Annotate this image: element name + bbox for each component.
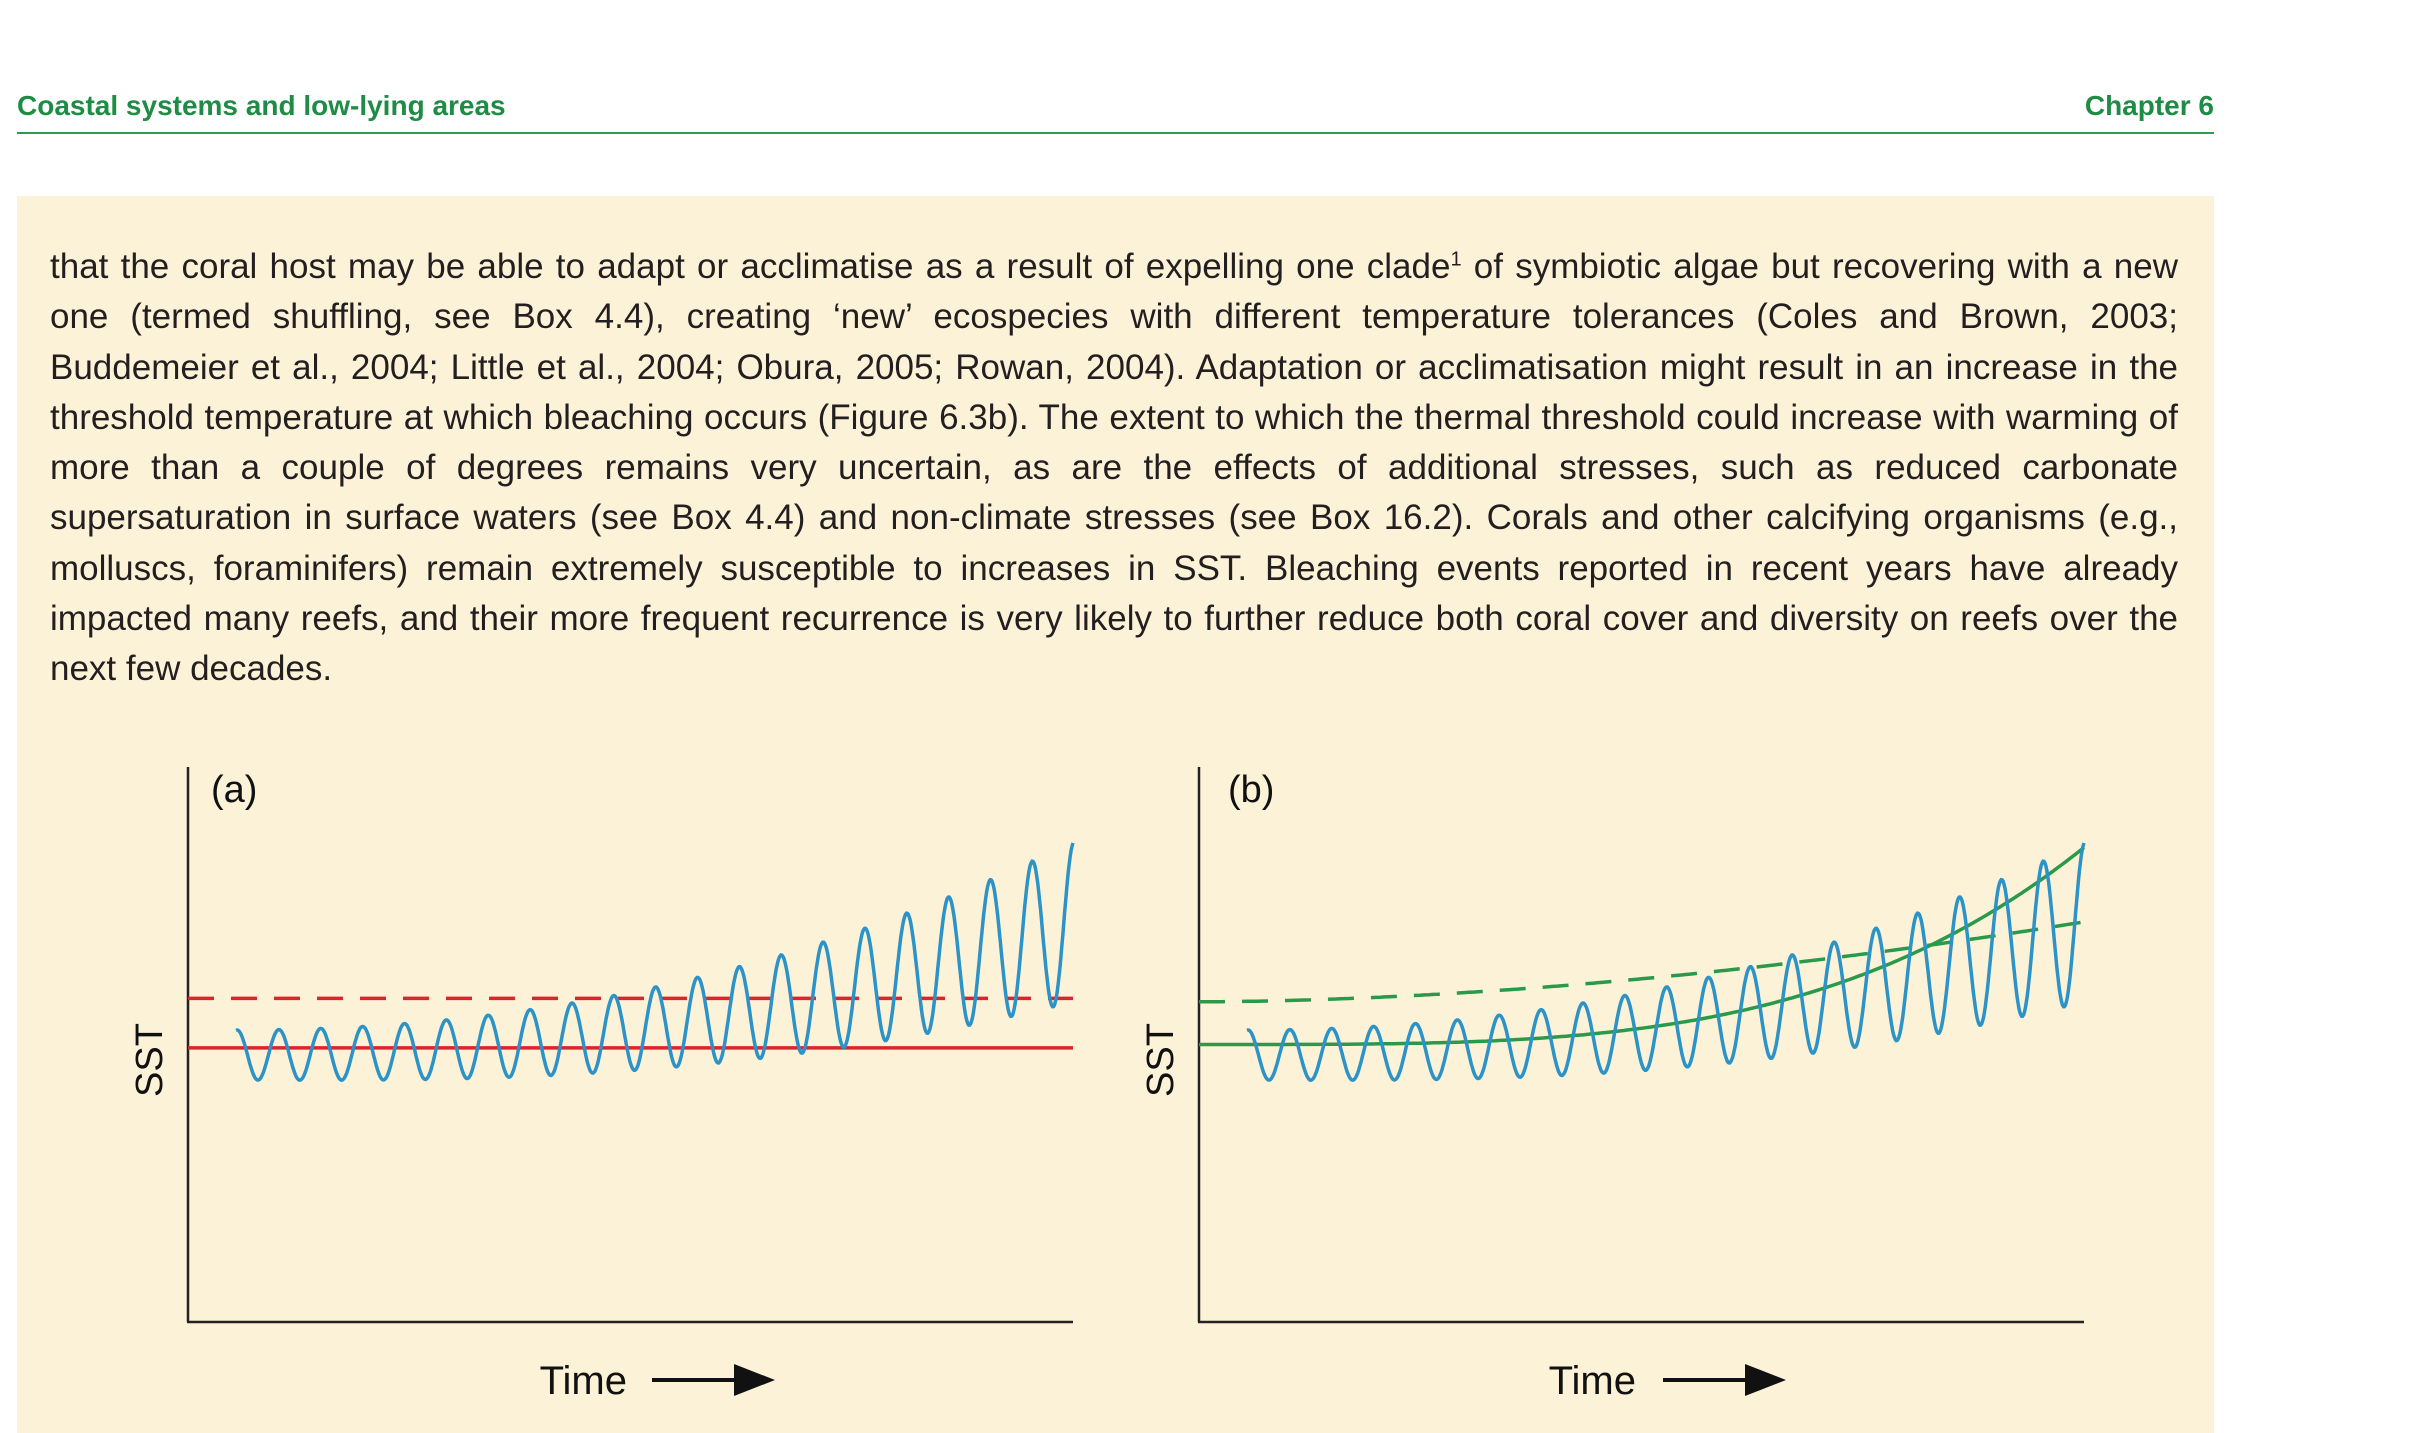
paragraph-part-2: of symbiotic algae but recovering with a… [50,247,2178,689]
xlabel-b: Time [1549,1359,1636,1403]
section-title: Coastal systems and low-lying areas [17,90,506,121]
ylabel-a: SST [129,1023,171,1097]
sst-series-b [1246,842,2086,1082]
panel-label-b: (b) [1228,769,1274,811]
threshold-dashed-b [1199,920,2085,1004]
ylabel-b: SST [1140,1023,1182,1097]
box-panel: that the coral host may be able to adapt… [17,196,2214,1433]
sst-series-a [235,842,1075,1082]
body-paragraph: that the coral host may be able to adapt… [50,242,2178,695]
time-arrow-head-b [1745,1364,1786,1396]
paragraph-part-1: that the coral host may be able to adapt… [50,247,1451,286]
running-header: Coastal systems and low-lying areas Chap… [17,90,2214,134]
time-arrow-head-a [734,1364,775,1396]
threshold-solid-b [1199,846,2086,1047]
footnote-mark: 1 [1450,248,1462,271]
chart-panel-a: (a) SST Time [129,767,1075,1403]
chart-panel-b: (b) SST Time [1140,767,2086,1403]
panel-label-a: (a) [211,769,257,811]
chapter-label: Chapter 6 [2084,90,2214,121]
xlabel-a: Time [540,1359,627,1403]
